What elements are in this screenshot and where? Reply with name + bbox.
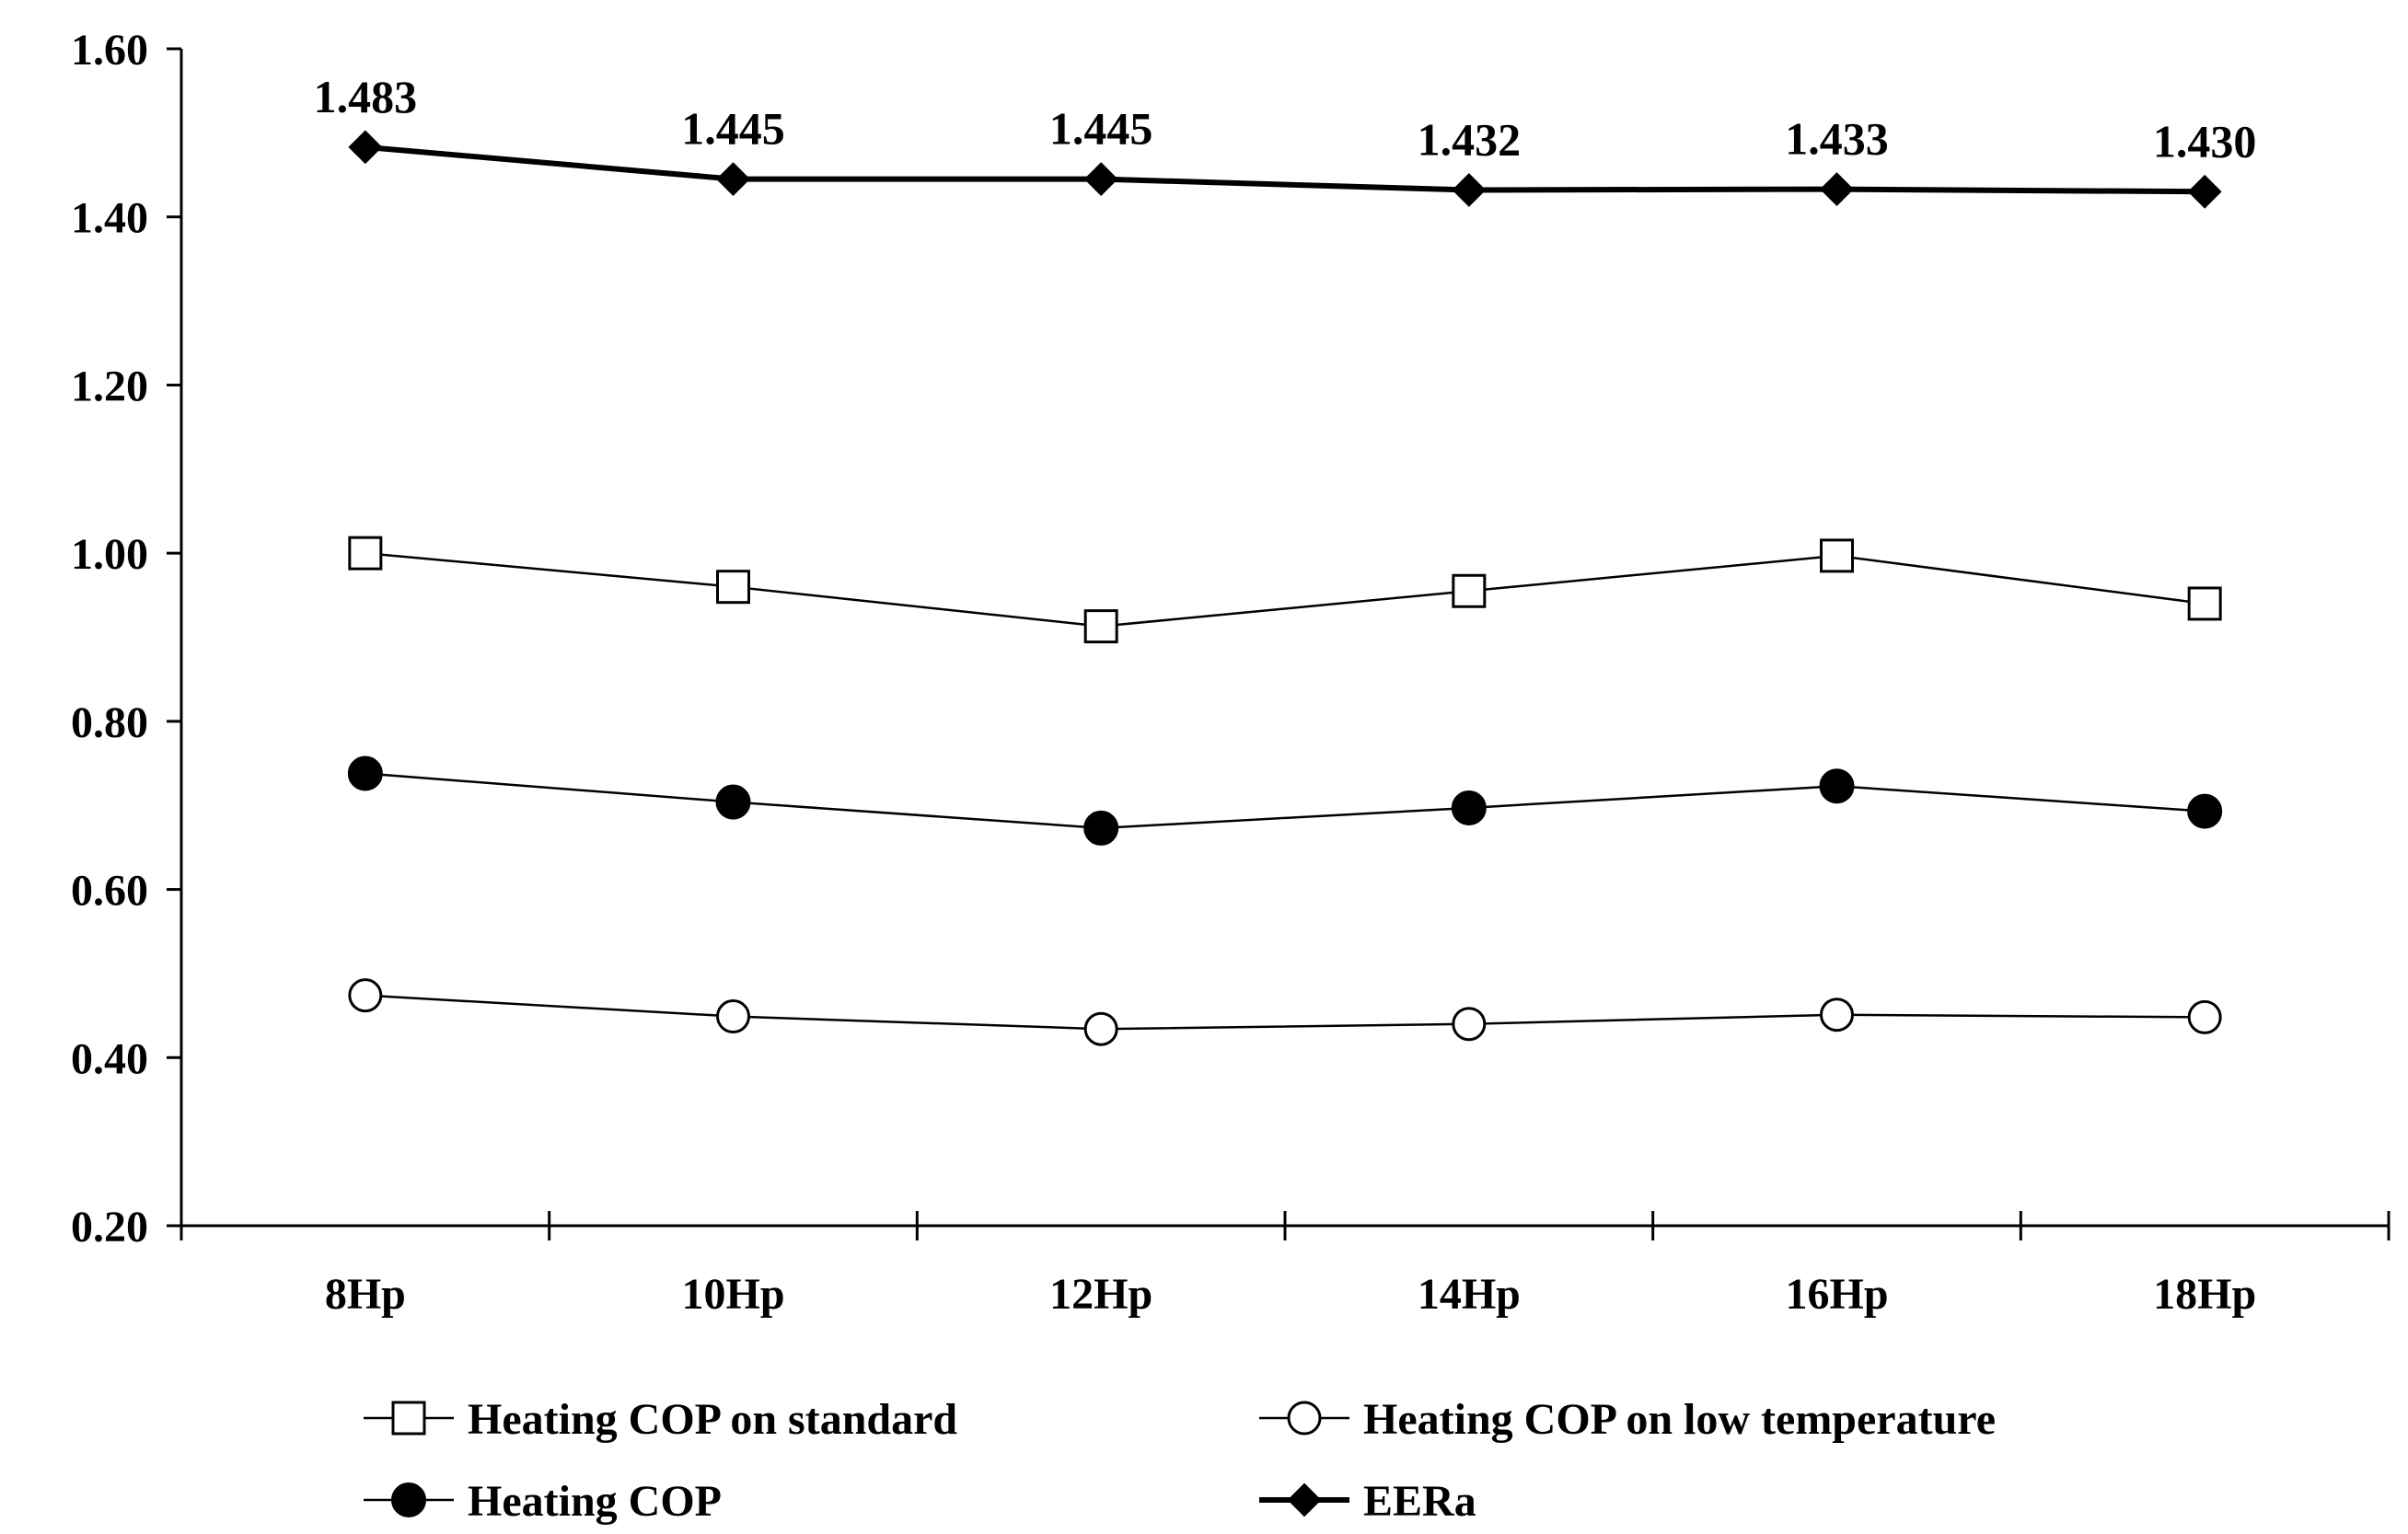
y-tick-label: 0.60 xyxy=(71,867,148,916)
x-tick-label: 10Hp xyxy=(681,1270,784,1319)
data-point-heating-cop xyxy=(1451,790,1487,825)
data-point-heating-cop-standard xyxy=(716,570,750,605)
legend-item-eera: EERa xyxy=(1259,1477,1476,1526)
legend-label-heating-cop-standard: Heating COP on standard xyxy=(468,1395,957,1444)
data-point-heating-cop-low-temp xyxy=(2187,999,2222,1034)
y-tick-label: 1.60 xyxy=(71,26,148,75)
data-label-eera: 1.445 xyxy=(681,103,785,155)
data-point-heating-cop xyxy=(1083,810,1119,846)
y-tick-label: 1.00 xyxy=(71,530,148,579)
data-point-heating-cop xyxy=(1819,768,1855,804)
y-tick-label: 0.40 xyxy=(71,1034,148,1083)
legend-marker-heating-cop-low-temp xyxy=(1287,1401,1322,1436)
data-point-heating-cop-low-temp xyxy=(1083,1011,1118,1046)
data-label-eera: 1.432 xyxy=(1418,113,1522,165)
legend-label-eera: EERa xyxy=(1363,1477,1476,1526)
chart-legend: Heating COP on standard Heating COP on lo… xyxy=(364,1395,1996,1526)
data-point-heating-cop xyxy=(2187,793,2223,829)
data-point-heating-cop-standard xyxy=(1083,609,1118,644)
data-point-heating-cop-low-temp xyxy=(348,978,383,1013)
y-tick-label: 1.20 xyxy=(71,362,148,410)
data-label-eera: 1.483 xyxy=(314,71,418,122)
data-point-heating-cop-standard xyxy=(1452,573,1487,608)
legend-item-heating-cop-standard: Heating COP on standard xyxy=(364,1395,957,1444)
data-point-heating-cop-low-temp xyxy=(1452,1007,1487,1042)
data-label-eera: 1.445 xyxy=(1049,103,1153,155)
series-heating-cop-low-temp xyxy=(348,978,2222,1046)
x-tick-label: 12Hp xyxy=(1049,1270,1152,1319)
data-point-heating-cop-standard xyxy=(1820,538,1854,573)
y-tick-label: 0.80 xyxy=(71,698,148,747)
data-point-heating-cop xyxy=(347,755,383,791)
y-tick-label: 1.40 xyxy=(71,194,148,243)
series-line-heating-cop xyxy=(365,772,2205,830)
series-heating-cop xyxy=(347,755,2223,846)
data-point-eera xyxy=(1083,162,1118,197)
data-point-heating-cop xyxy=(715,784,751,820)
legend-item-heating-cop-low-temp: Heating COP on low temperature xyxy=(1259,1395,1996,1444)
chart-axes: 0.20 0.40 0.60 0.80 1.00 1.20 1.40 1.60 8Hp 10Hp 1… xyxy=(71,26,2391,1319)
series-heating-cop-standard xyxy=(348,536,2222,644)
y-tick-label: 0.20 xyxy=(71,1203,148,1251)
x-tick-label: 18Hp xyxy=(2153,1270,2256,1319)
series-eera: 1.483 1.445 1.445 1.432 1.433 1.430 xyxy=(314,71,2257,209)
x-tick-label: 16Hp xyxy=(1785,1270,1888,1319)
data-point-eera xyxy=(1452,173,1487,207)
series-line-heating-cop-standard xyxy=(365,551,2205,628)
data-point-eera xyxy=(2187,174,2222,209)
series-line-eera xyxy=(365,144,2205,195)
data-label-eera: 1.433 xyxy=(1785,113,1889,165)
data-point-eera xyxy=(348,130,383,165)
legend-item-heating-cop: Heating COP xyxy=(364,1477,722,1526)
data-point-eera xyxy=(1820,172,1854,206)
data-point-heating-cop-standard xyxy=(348,536,383,571)
legend-marker-eera xyxy=(1287,1482,1322,1517)
legend-label-heating-cop: Heating COP xyxy=(468,1477,722,1526)
legend-label-heating-cop-low-temp: Heating COP on low temperature xyxy=(1363,1395,1996,1444)
x-tick-label: 14Hp xyxy=(1418,1270,1521,1319)
data-point-heating-cop-standard xyxy=(2187,586,2222,621)
data-point-heating-cop-low-temp xyxy=(716,999,750,1034)
data-point-eera xyxy=(716,162,750,197)
data-point-heating-cop-low-temp xyxy=(1820,998,1854,1032)
data-label-eera: 1.430 xyxy=(2153,115,2257,167)
legend-marker-heating-cop xyxy=(391,1482,426,1517)
x-tick-label: 8Hp xyxy=(325,1270,406,1319)
series-line-heating-cop-low-temp xyxy=(365,994,2205,1031)
plot-area: 1.483 1.445 1.445 1.432 1.433 1.430 xyxy=(314,71,2257,1046)
legend-marker-heating-cop-standard xyxy=(391,1401,426,1436)
